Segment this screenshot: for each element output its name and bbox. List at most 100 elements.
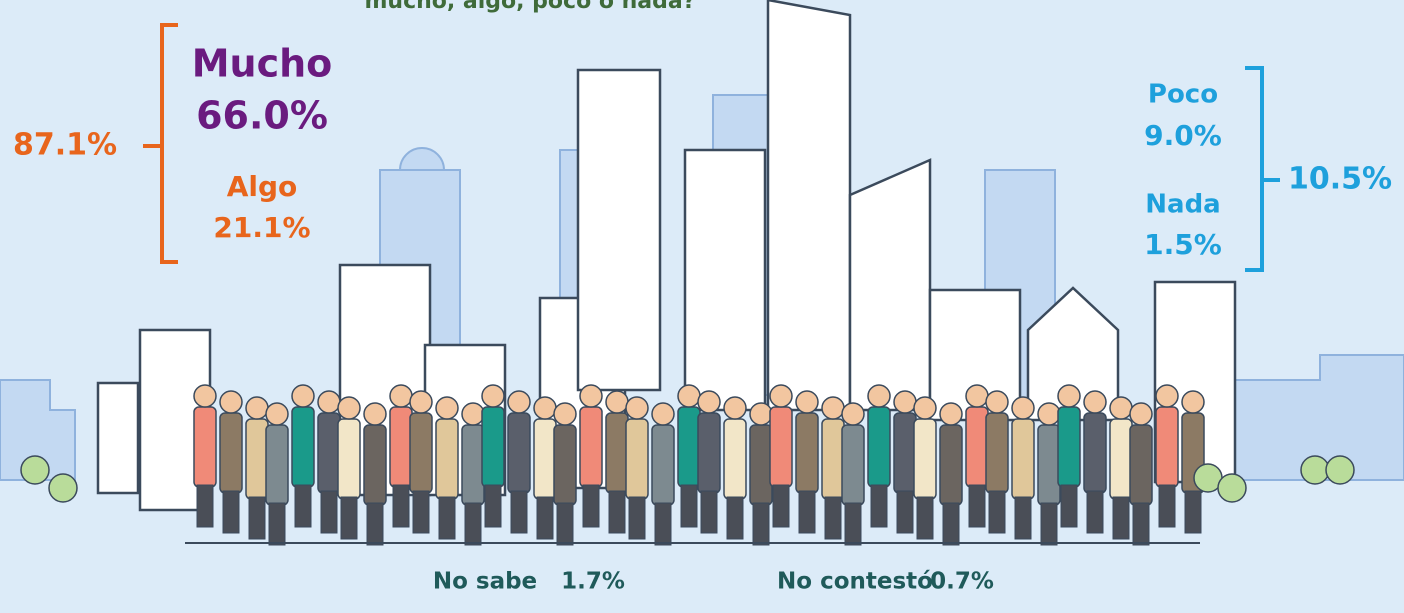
person-head bbox=[822, 397, 844, 419]
person-legs bbox=[583, 485, 599, 527]
person-body bbox=[750, 425, 772, 505]
person-legs bbox=[321, 491, 337, 533]
person-legs bbox=[439, 497, 455, 539]
tree bbox=[49, 474, 77, 502]
person-head bbox=[1156, 385, 1178, 407]
person-head bbox=[220, 391, 242, 413]
person-head bbox=[606, 391, 628, 413]
person-head bbox=[508, 391, 530, 413]
person-body bbox=[1110, 419, 1132, 499]
person-legs bbox=[1015, 497, 1031, 539]
person-head bbox=[698, 391, 720, 413]
person-head bbox=[482, 385, 504, 407]
person-head bbox=[894, 391, 916, 413]
person-body bbox=[246, 419, 268, 499]
person-head bbox=[986, 391, 1008, 413]
person-body bbox=[580, 407, 602, 487]
person-legs bbox=[871, 485, 887, 527]
person-legs bbox=[825, 497, 841, 539]
person-head bbox=[868, 385, 890, 407]
person-head bbox=[1038, 403, 1060, 425]
person-head bbox=[678, 385, 700, 407]
person-body bbox=[364, 425, 386, 505]
group-total: 87.1% bbox=[13, 128, 117, 163]
person-legs bbox=[485, 485, 501, 527]
person-head bbox=[194, 385, 216, 407]
person-legs bbox=[197, 485, 213, 527]
person-legs bbox=[1113, 497, 1129, 539]
person-body bbox=[1012, 419, 1034, 499]
person-head bbox=[796, 391, 818, 413]
person-body bbox=[390, 407, 412, 487]
person-legs bbox=[773, 485, 789, 527]
person-legs bbox=[341, 497, 357, 539]
person-body bbox=[1156, 407, 1178, 487]
footer-label: No contestó bbox=[777, 569, 933, 595]
tree bbox=[21, 456, 49, 484]
person-body bbox=[796, 413, 818, 493]
person-body bbox=[940, 425, 962, 505]
person-head bbox=[724, 397, 746, 419]
bracket-right bbox=[1245, 68, 1280, 270]
person-head bbox=[652, 403, 674, 425]
person-head bbox=[1182, 391, 1204, 413]
person-body bbox=[220, 413, 242, 493]
person-head bbox=[1058, 385, 1080, 407]
item-label: Mucho bbox=[192, 42, 333, 86]
page: mucho, algo, poco o nada? 87.1% Mucho 66… bbox=[0, 0, 1404, 613]
person-body bbox=[292, 407, 314, 487]
tree bbox=[1218, 474, 1246, 502]
person-body bbox=[914, 419, 936, 499]
tree bbox=[1301, 456, 1329, 484]
person-legs bbox=[629, 497, 645, 539]
person-body bbox=[1058, 407, 1080, 487]
person-body bbox=[868, 407, 890, 487]
item-label: Poco bbox=[1148, 80, 1218, 110]
person-body bbox=[986, 413, 1008, 493]
person-legs bbox=[557, 503, 573, 545]
person-body bbox=[770, 407, 792, 487]
person-body bbox=[436, 419, 458, 499]
person-legs bbox=[845, 503, 861, 545]
person-legs bbox=[413, 491, 429, 533]
item-label: Nada bbox=[1145, 190, 1220, 220]
person-legs bbox=[1133, 503, 1149, 545]
person-legs bbox=[249, 497, 265, 539]
person-legs bbox=[1041, 503, 1057, 545]
item-value: 9.0% bbox=[1144, 119, 1222, 152]
person-head bbox=[966, 385, 988, 407]
person-legs bbox=[1159, 485, 1175, 527]
footer-label: No sabe bbox=[433, 569, 537, 595]
person-legs bbox=[897, 491, 913, 533]
tree bbox=[1326, 456, 1354, 484]
person-head bbox=[770, 385, 792, 407]
person-legs bbox=[917, 497, 933, 539]
person-head bbox=[842, 403, 864, 425]
person-legs bbox=[1061, 485, 1077, 527]
person-legs bbox=[223, 491, 239, 533]
person-legs bbox=[269, 503, 285, 545]
person-body bbox=[194, 407, 216, 487]
person-head bbox=[580, 385, 602, 407]
person-body bbox=[894, 413, 916, 493]
person-body bbox=[1130, 425, 1152, 505]
person-head bbox=[1012, 397, 1034, 419]
person-body bbox=[724, 419, 746, 499]
person-legs bbox=[393, 485, 409, 527]
person-head bbox=[436, 397, 458, 419]
person-legs bbox=[701, 491, 717, 533]
person-head bbox=[1130, 403, 1152, 425]
group-total: 10.5% bbox=[1288, 162, 1392, 197]
person-body bbox=[410, 413, 432, 493]
person-head bbox=[410, 391, 432, 413]
person-legs bbox=[969, 485, 985, 527]
bracket-left bbox=[143, 25, 178, 262]
person-body bbox=[462, 425, 484, 505]
person-body bbox=[698, 413, 720, 493]
person-legs bbox=[753, 503, 769, 545]
footer-value: 1.7% bbox=[561, 569, 625, 595]
person-head bbox=[462, 403, 484, 425]
person-head bbox=[292, 385, 314, 407]
person-head bbox=[390, 385, 412, 407]
person-head bbox=[246, 397, 268, 419]
